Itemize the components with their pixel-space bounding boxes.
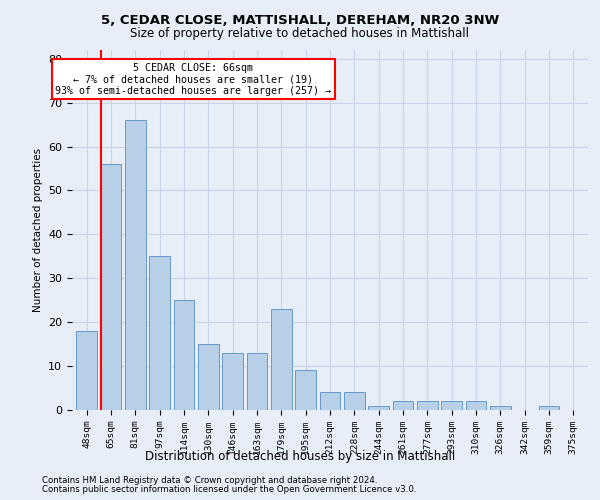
Bar bbox=[295, 370, 316, 410]
Bar bbox=[392, 401, 413, 410]
Bar bbox=[247, 353, 268, 410]
Text: 5, CEDAR CLOSE, MATTISHALL, DEREHAM, NR20 3NW: 5, CEDAR CLOSE, MATTISHALL, DEREHAM, NR2… bbox=[101, 14, 499, 27]
Bar bbox=[368, 406, 389, 410]
Bar bbox=[149, 256, 170, 410]
Bar bbox=[76, 331, 97, 410]
Bar bbox=[490, 406, 511, 410]
Bar bbox=[320, 392, 340, 410]
Text: Contains public sector information licensed under the Open Government Licence v3: Contains public sector information licen… bbox=[42, 485, 416, 494]
Bar bbox=[344, 392, 365, 410]
Text: 5 CEDAR CLOSE: 66sqm
← 7% of detached houses are smaller (19)
93% of semi-detach: 5 CEDAR CLOSE: 66sqm ← 7% of detached ho… bbox=[55, 62, 331, 96]
Text: Size of property relative to detached houses in Mattishall: Size of property relative to detached ho… bbox=[131, 28, 470, 40]
Bar bbox=[198, 344, 218, 410]
Bar bbox=[539, 406, 559, 410]
Bar bbox=[222, 353, 243, 410]
Y-axis label: Number of detached properties: Number of detached properties bbox=[32, 148, 43, 312]
Bar bbox=[125, 120, 146, 410]
Bar bbox=[417, 401, 438, 410]
Text: Contains HM Land Registry data © Crown copyright and database right 2024.: Contains HM Land Registry data © Crown c… bbox=[42, 476, 377, 485]
Text: Distribution of detached houses by size in Mattishall: Distribution of detached houses by size … bbox=[145, 450, 455, 463]
Bar bbox=[466, 401, 487, 410]
Bar bbox=[442, 401, 462, 410]
Bar bbox=[101, 164, 121, 410]
Bar bbox=[173, 300, 194, 410]
Bar bbox=[271, 309, 292, 410]
